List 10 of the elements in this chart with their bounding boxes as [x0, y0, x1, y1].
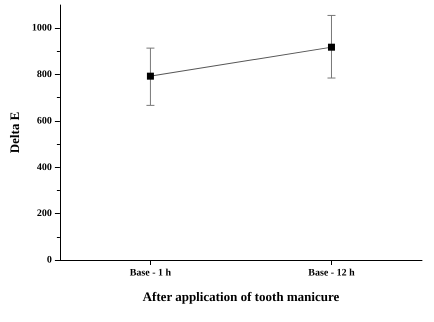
x-axis-title: After application of tooth manicure [142, 289, 340, 304]
y-tick-label: 1000 [32, 22, 52, 34]
x-tick-label: Base - 1 h [130, 268, 172, 278]
y-axis-title: Delta E [7, 112, 22, 154]
y-tick-label: 600 [36, 115, 52, 126]
y-tick-label: 200 [36, 208, 52, 220]
x-tick-label: Base - 12 h [308, 268, 356, 278]
y-tick-label: 400 [36, 162, 52, 173]
y-tick-label: 800 [36, 69, 52, 80]
y-tick-label: 0 [46, 254, 52, 266]
